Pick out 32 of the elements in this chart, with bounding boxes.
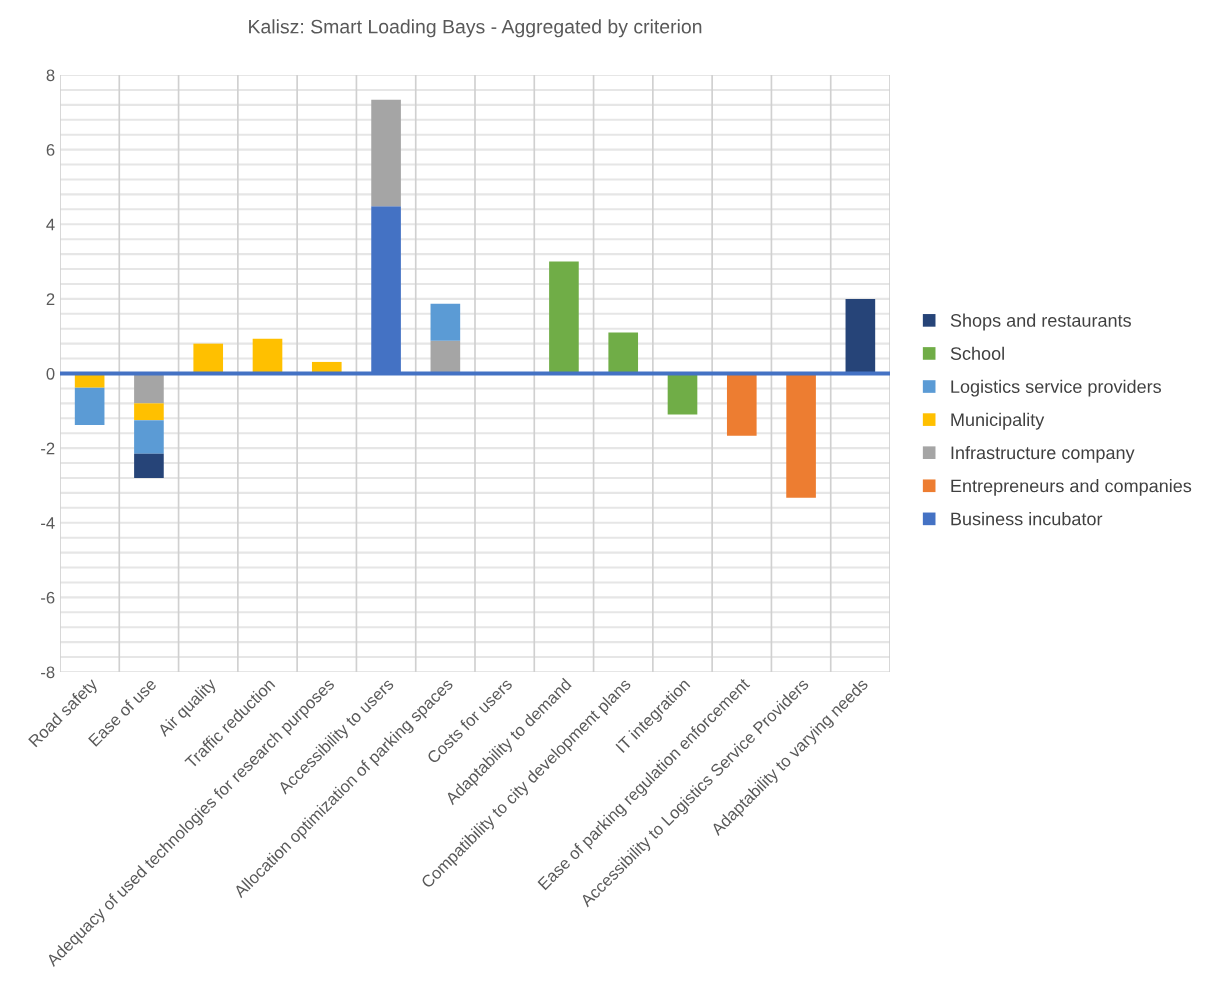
bar — [134, 453, 164, 478]
y-tick-label: 4 — [46, 218, 55, 231]
bar — [371, 99, 401, 207]
y-tick-label: 6 — [46, 144, 55, 156]
bar — [134, 403, 164, 421]
legend-label: Infrastructure company — [951, 445, 1135, 463]
chart-title: Kalisz: Smart Loading Bays - Aggregated by criterion — [249, 19, 702, 38]
bar — [608, 332, 639, 374]
bar — [74, 387, 105, 425]
legend-label: Logistics service providers — [951, 379, 1162, 397]
y-tick-label: -8 — [41, 666, 55, 679]
bar — [134, 373, 164, 404]
legend-label: School — [950, 346, 1004, 360]
bar — [845, 298, 876, 374]
legend-label: Shops and restaurants — [950, 313, 1131, 331]
bar — [549, 261, 579, 374]
y-tick-label: 2 — [46, 293, 55, 305]
bar — [726, 373, 757, 436]
legend-label: Business incubator — [951, 512, 1103, 526]
legend-label: Municipality — [951, 412, 1045, 430]
bar — [134, 420, 164, 454]
bar — [667, 373, 698, 415]
y-tick-label: -2 — [41, 442, 55, 455]
bar — [252, 338, 283, 374]
legend-label: Entrepreneurs and companies — [951, 479, 1192, 496]
bar — [786, 373, 816, 498]
y-tick-label: 0 — [46, 367, 55, 380]
y-tick-label: -6 — [41, 591, 55, 604]
bar — [430, 303, 461, 341]
y-tick-label: -4 — [41, 517, 55, 529]
y-tick-label: 8 — [46, 69, 55, 82]
bar — [193, 343, 224, 374]
